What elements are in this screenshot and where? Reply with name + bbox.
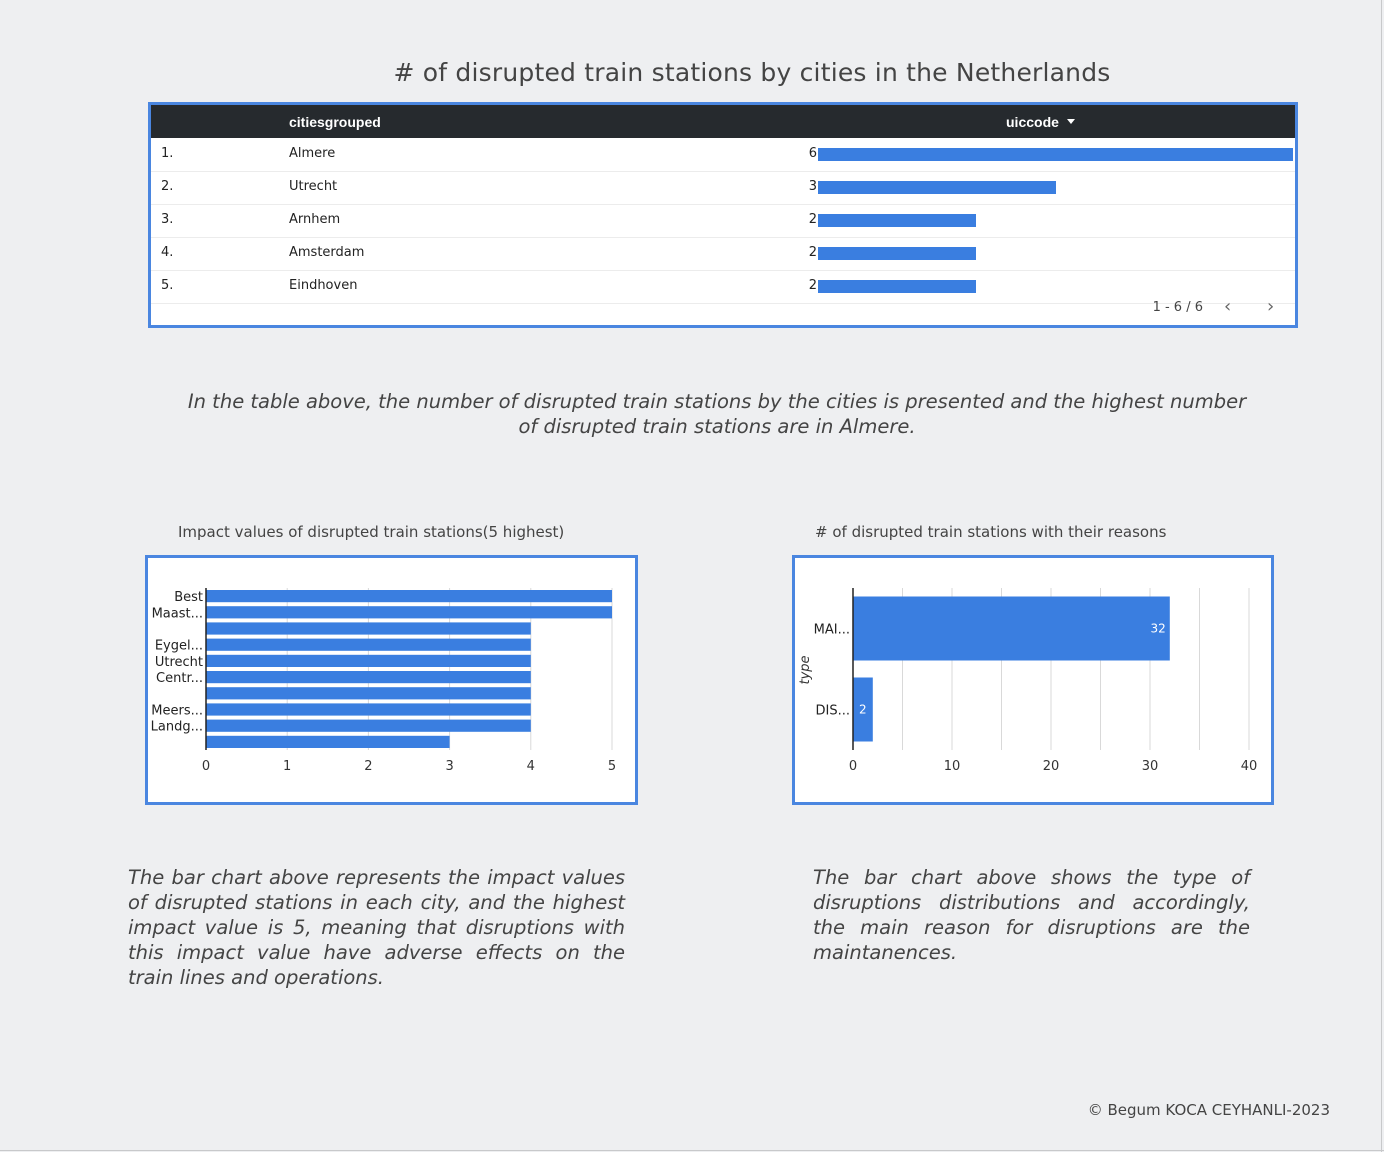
column-header-uiccode[interactable]: uiccode [1006, 114, 1075, 130]
bar [206, 606, 612, 619]
x-tick-label: 2 [364, 759, 372, 774]
reasons-chart-svg: 0 10 20 30 40 MAI... 32 DIS... 2 type [798, 588, 1258, 774]
bar [853, 677, 873, 742]
footer-copyright: © Begum KOCA CEYHANLI-2023 [1087, 1101, 1330, 1119]
row-city: Eindhoven [289, 278, 358, 293]
row-bar [818, 247, 977, 260]
row-city: Arnhem [289, 212, 341, 227]
x-tick-label: 5 [608, 759, 616, 774]
data-label: 32 [1151, 622, 1166, 636]
table-row[interactable]: 5. Eindhoven 2 [151, 270, 1295, 304]
page-title: # of disrupted train stations by cities … [393, 58, 1111, 87]
bar [206, 622, 531, 635]
row-city: Almere [289, 146, 336, 161]
column-header-citiesgrouped[interactable]: citiesgrouped [289, 114, 381, 130]
x-tick-label: 3 [445, 759, 453, 774]
x-tick-label: 1 [283, 759, 291, 774]
row-value: 2 [808, 278, 817, 293]
x-tick-label: 20 [1043, 759, 1060, 774]
y-tick-label: MAI... [814, 623, 850, 638]
y-tick-label: Maast... [152, 606, 203, 621]
table-header: citiesgrouped uiccode [151, 105, 1295, 138]
y-tick-label: Best [174, 590, 203, 605]
cities-table: citiesgrouped uiccode 1. Almere 6 2. Utrecht… [148, 102, 1298, 328]
table-row[interactable]: 3. Arnhem 2 [151, 204, 1295, 238]
y-tick-label: Utrecht [155, 655, 203, 670]
row-number: 4. [161, 245, 174, 260]
right-edge-line [1381, 0, 1382, 1152]
row-bar [818, 280, 977, 293]
row-bar [818, 214, 977, 227]
table-row[interactable]: 1. Almere 6 [151, 138, 1295, 172]
table-row[interactable]: 2. Utrecht 3 [151, 171, 1295, 205]
y-tick-label: Centr... [156, 671, 203, 686]
x-tick-label: 10 [944, 759, 961, 774]
bar [206, 638, 531, 651]
impact-chart: 0 1 2 3 4 5 Best Maast... Eygel... Utrecht Centr..… [145, 555, 638, 805]
x-tick-label: 0 [202, 759, 210, 774]
caption-impact-chart: The bar chart above represents the impac… [128, 866, 625, 989]
bar [206, 590, 612, 603]
row-city: Amsterdam [289, 245, 365, 260]
chart1-title: Impact values of disrupted train station… [178, 523, 565, 541]
y-axis-title: type [798, 655, 813, 684]
y-tick-label: Eygel... [155, 639, 203, 654]
chart2-title: # of disrupted train stations with their… [815, 523, 1167, 541]
pagination-text: 1 - 6 / 6 [1152, 300, 1203, 315]
bottom-edge-line [0, 1150, 1384, 1151]
reasons-chart: 0 10 20 30 40 MAI... 32 DIS... 2 type [792, 555, 1274, 805]
bar [206, 654, 531, 667]
y-tick-label: Landg... [151, 720, 203, 735]
bar [206, 671, 531, 684]
y-tick-label: DIS... [816, 704, 851, 719]
row-city: Utrecht [289, 179, 338, 194]
row-value: 3 [808, 179, 817, 194]
row-number: 5. [161, 278, 174, 293]
row-value: 2 [808, 245, 817, 260]
bar [853, 596, 1170, 661]
x-tick-label: 30 [1142, 759, 1159, 774]
y-tick-label: Meers... [151, 704, 203, 719]
row-value: 6 [808, 146, 817, 161]
next-page-icon[interactable]: › [1267, 296, 1275, 317]
caption-reasons-chart: The bar chart above shows the type of di… [813, 866, 1250, 964]
row-number: 1. [161, 146, 174, 161]
column-header-uiccode-label: uiccode [1006, 114, 1059, 130]
bar [206, 735, 450, 748]
sort-desc-icon [1066, 119, 1075, 124]
x-tick-label: 40 [1241, 759, 1258, 774]
row-bar [818, 181, 1056, 194]
caption-table: In the table above, the number of disrup… [187, 390, 1247, 438]
bar [206, 719, 531, 732]
bar [206, 703, 531, 716]
x-tick-label: 0 [849, 759, 857, 774]
row-value: 2 [808, 212, 817, 227]
prev-page-icon[interactable]: ‹ [1224, 296, 1232, 317]
row-bar [818, 148, 1293, 161]
x-tick-label: 4 [527, 759, 535, 774]
row-number: 2. [161, 179, 174, 194]
data-label: 2 [859, 703, 867, 717]
bar [206, 687, 531, 700]
row-number: 3. [161, 212, 174, 227]
table-row[interactable]: 4. Amsterdam 2 [151, 237, 1295, 271]
